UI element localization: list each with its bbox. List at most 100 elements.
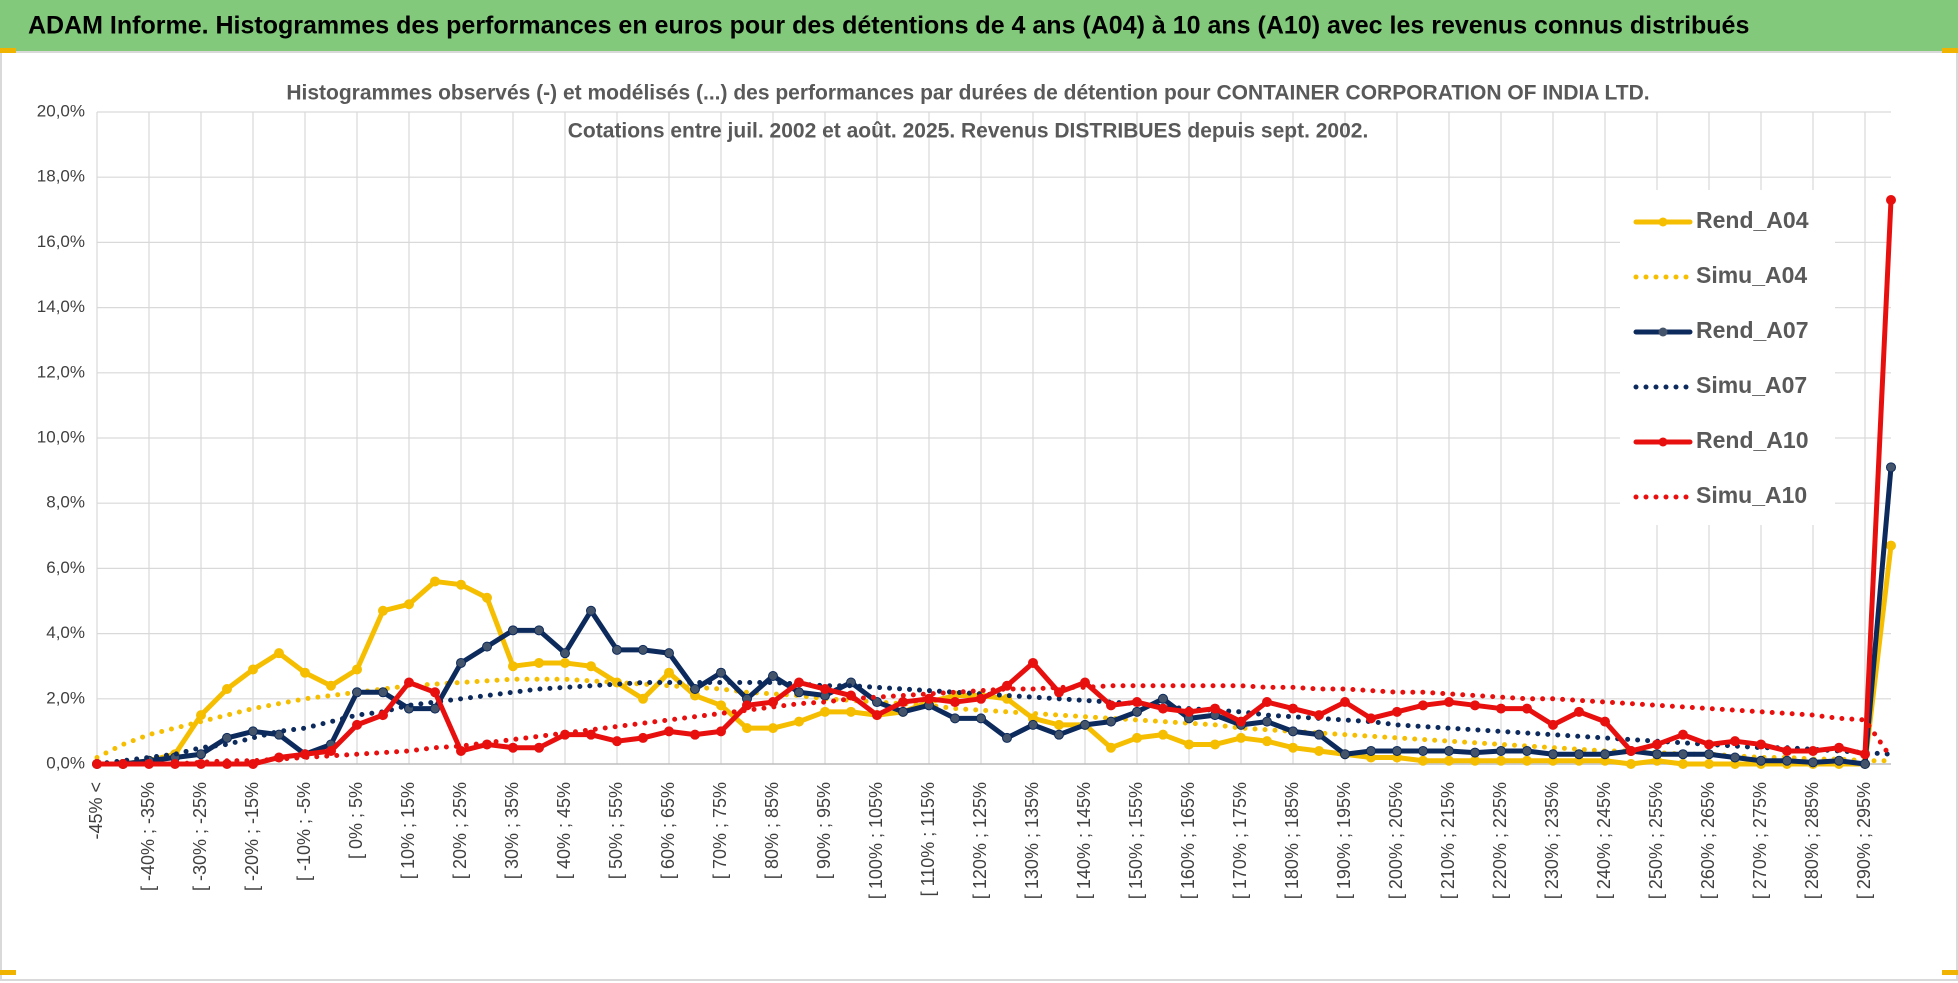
point xyxy=(1678,749,1688,760)
point xyxy=(1756,755,1766,766)
x-tick-label: [ 20% ; 25% xyxy=(450,782,470,879)
y-tick-label: 18,0% xyxy=(37,167,85,186)
corner-accent xyxy=(1942,970,1958,975)
point xyxy=(716,726,726,737)
point xyxy=(1678,759,1688,769)
x-tick-label: [ 230% ; 235% xyxy=(1542,782,1562,899)
point xyxy=(898,697,908,708)
point xyxy=(1106,700,1116,711)
point xyxy=(1470,700,1480,711)
x-tick-label: [ -30% ; -25% xyxy=(190,782,210,891)
chart-frame xyxy=(0,51,1958,981)
point xyxy=(1158,703,1168,714)
point xyxy=(872,697,882,708)
point xyxy=(1054,729,1064,740)
point xyxy=(1522,755,1532,766)
point xyxy=(196,710,206,721)
point xyxy=(1288,703,1298,714)
point xyxy=(1210,739,1220,750)
x-tick-label: [ 280% ; 285% xyxy=(1802,782,1822,899)
point xyxy=(248,664,258,675)
point xyxy=(1236,716,1246,727)
x-tick-label: [ 150% ; 155% xyxy=(1126,782,1146,899)
point xyxy=(1756,739,1766,750)
point xyxy=(612,736,622,747)
x-tick-label: [ 120% ; 125% xyxy=(970,782,990,899)
point xyxy=(1054,719,1064,730)
y-tick-label: 14,0% xyxy=(37,297,85,316)
y-tick-label: 2,0% xyxy=(46,688,85,707)
point xyxy=(1392,745,1402,756)
point xyxy=(222,684,232,695)
x-tick-label: [ 160% ; 165% xyxy=(1178,782,1198,899)
point xyxy=(820,684,830,695)
point xyxy=(1236,732,1246,743)
point xyxy=(1132,732,1142,743)
point xyxy=(1340,749,1350,760)
point xyxy=(1288,742,1298,753)
point xyxy=(1496,703,1506,714)
x-tick-label: [ 170% ; 175% xyxy=(1230,782,1250,899)
legend-marker xyxy=(1658,217,1668,227)
point xyxy=(1028,719,1038,730)
point xyxy=(1496,745,1506,756)
point xyxy=(534,742,544,753)
point xyxy=(1886,462,1896,473)
point xyxy=(1496,755,1506,766)
header-bar xyxy=(0,0,1958,52)
point xyxy=(560,648,570,659)
point xyxy=(1782,745,1792,756)
point xyxy=(1522,745,1532,756)
point xyxy=(482,641,492,652)
point xyxy=(924,693,934,704)
x-tick-label: [ 80% ; 85% xyxy=(762,782,782,879)
plot-area: 0,0% 2,0% 4,0% 6,0% 8,0% 10,0% 12,0% 14,0% 16,0%… xyxy=(37,101,1896,899)
point xyxy=(404,677,414,688)
point xyxy=(586,605,596,616)
point xyxy=(1600,716,1610,727)
point xyxy=(1210,703,1220,714)
point xyxy=(534,657,544,668)
point xyxy=(1418,700,1428,711)
point xyxy=(742,700,752,711)
point xyxy=(1834,742,1844,753)
point xyxy=(976,713,986,724)
x-tick-label: [ 60% ; 65% xyxy=(658,782,678,879)
x-tick-label: [ 240% ; 245% xyxy=(1594,782,1614,899)
legend-label: Rend_A04 xyxy=(1696,207,1809,233)
point xyxy=(1652,739,1662,750)
point xyxy=(1470,747,1480,758)
point xyxy=(1262,736,1272,747)
point xyxy=(1002,732,1012,743)
x-tick-label: [ 210% ; 215% xyxy=(1438,782,1458,899)
point xyxy=(768,723,778,734)
point xyxy=(1860,759,1870,769)
point xyxy=(1808,745,1818,756)
y-tick-label: 6,0% xyxy=(46,558,85,577)
x-tick-label: [ 30% ; 35% xyxy=(502,782,522,879)
point xyxy=(1834,755,1844,766)
point xyxy=(1314,729,1324,740)
point xyxy=(352,664,362,675)
point xyxy=(560,657,570,668)
x-tick-label: [ 0% ; 5% xyxy=(346,782,366,859)
y-tick-label: 16,0% xyxy=(37,232,85,251)
point xyxy=(1366,745,1376,756)
point xyxy=(300,667,310,678)
x-tick-label: [ 200% ; 205% xyxy=(1386,782,1406,899)
legend-marker xyxy=(1658,437,1668,447)
point xyxy=(326,680,336,691)
point xyxy=(1548,749,1558,760)
point xyxy=(1184,706,1194,717)
point xyxy=(794,716,804,727)
point xyxy=(612,644,622,655)
point xyxy=(508,625,518,636)
point xyxy=(664,667,674,678)
x-tick-label: [ 70% ; 75% xyxy=(710,782,730,879)
point xyxy=(378,710,388,721)
point xyxy=(1522,703,1532,714)
legend-label: Simu_A04 xyxy=(1696,262,1807,288)
x-tick-label: [ 90% ; 95% xyxy=(814,782,834,879)
point xyxy=(1652,749,1662,760)
